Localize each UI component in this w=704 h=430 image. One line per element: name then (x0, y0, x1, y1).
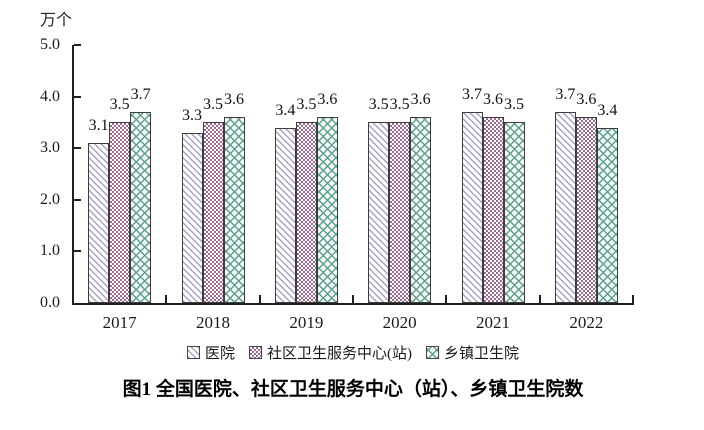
legend-item-2: 乡镇卫生院 (426, 342, 519, 363)
y-tick-label: 3.0 (40, 139, 60, 157)
legend-label: 社区卫生服务中心(站) (267, 346, 412, 362)
bar-value-label: 3.1 (88, 117, 109, 135)
bar-value-label: 3.5 (296, 96, 317, 114)
year-label: 2019 (289, 313, 324, 332)
bar-2017-series2 (130, 112, 152, 303)
year-label: 2017 (102, 313, 137, 332)
y-axis-line (72, 45, 74, 303)
bar-value-label: 3.3 (182, 106, 202, 124)
bar-2018-series1 (202, 122, 224, 303)
x-axis-tick (72, 295, 74, 303)
bar-value-label: 3.7 (462, 86, 482, 104)
bar-2017-series1 (109, 122, 131, 303)
bar-2021-series2 (503, 122, 525, 303)
bar-value-label: 3.6 (483, 91, 503, 109)
x-axis-tick (538, 295, 541, 303)
bar-value-label: 3.6 (224, 91, 244, 109)
x-axis-tick (445, 295, 448, 303)
bar-value-label: 3.6 (576, 91, 597, 109)
x-axis-tick (352, 295, 354, 303)
x-axis-tick (165, 295, 168, 303)
bar-value-label: 3.4 (275, 101, 296, 119)
bar-value-label: 3.5 (203, 96, 223, 114)
legend-swatch-checkerboard (249, 346, 262, 359)
year-label: 2020 (382, 313, 417, 332)
year-label: 2021 (476, 313, 510, 332)
bar-2022-series1 (575, 117, 597, 303)
bar-2019-series1 (295, 122, 317, 303)
legend: 医院 社区卫生服务中心(站) 乡镇卫生院 (73, 342, 633, 363)
bar-value-label: 3.5 (368, 96, 389, 114)
bar-value-label: 3.4 (597, 101, 618, 119)
bar-value-label: 3.7 (555, 86, 576, 104)
bar-value-label: 3.6 (317, 91, 338, 109)
bar-2019-series2 (316, 117, 338, 303)
legend-item-1: 社区卫生服务中心(站) (249, 342, 412, 363)
y-axis-unit-label: 万个 (40, 12, 73, 29)
chart-title: 图1 全国医院、社区卫生服务中心（站）、乡镇卫生院数 (122, 379, 584, 400)
bar-2017-series0 (88, 143, 110, 303)
bar-2020-series2 (410, 117, 432, 303)
bar-value-label: 3.5 (504, 96, 524, 114)
y-axis-tick (74, 198, 81, 201)
bar-2022-series2 (596, 127, 618, 303)
y-axis-tick (74, 147, 81, 150)
legend-label: 乡镇卫生院 (444, 346, 520, 362)
y-axis-tick (74, 95, 81, 98)
bar-2020-series1 (389, 122, 411, 303)
x-axis-tick (632, 295, 634, 303)
bar-2020-series0 (368, 122, 390, 303)
x-axis-tick (258, 295, 261, 303)
bar-2019-series0 (274, 127, 296, 303)
year-label: 2022 (569, 313, 604, 332)
bar-value-label: 3.6 (410, 91, 431, 109)
year-label: 2018 (196, 313, 230, 332)
y-tick-label: 4.0 (40, 87, 60, 105)
legend-label: 医院 (204, 346, 235, 362)
y-tick-label: 1.0 (40, 242, 60, 260)
y-tick-label: 2.0 (40, 190, 60, 208)
bar-2022-series0 (554, 112, 576, 303)
bar-2018-series2 (223, 117, 245, 303)
bar-value-label: 3.5 (389, 96, 410, 114)
legend-swatch-diagonal-stripe (186, 346, 200, 359)
y-tick-label: 0.0 (40, 294, 60, 311)
x-axis-line (72, 303, 634, 305)
bar-value-label: 3.5 (109, 96, 130, 114)
y-tick-label: 5.0 (40, 36, 60, 53)
y-axis-tick (74, 44, 81, 46)
bar-2018-series0 (181, 132, 203, 303)
legend-swatch-diamond-weave (426, 346, 439, 359)
y-axis-tick (74, 250, 81, 253)
legend-item-0: 医院 (186, 342, 235, 363)
bar-2021-series1 (482, 117, 504, 303)
bar-value-label: 3.7 (130, 86, 151, 104)
bar-2021-series0 (461, 112, 483, 303)
